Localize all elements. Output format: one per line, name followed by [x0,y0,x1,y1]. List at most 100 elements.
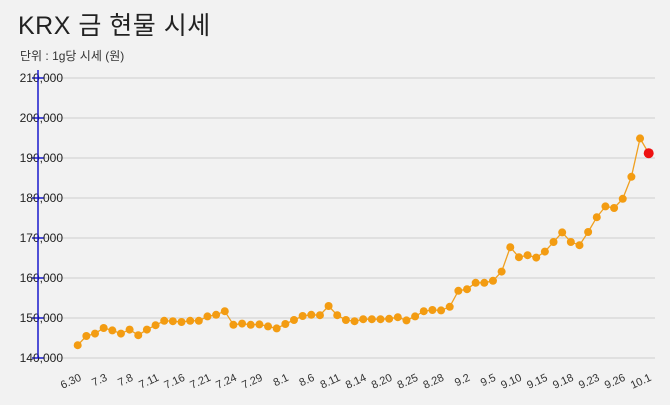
x-tick-label: 8.14 [344,372,368,392]
data-point [91,329,100,338]
data-point [177,318,186,326]
x-tick-label: 9.10 [499,372,523,392]
chart-title: KRX 금 현물 시세 [18,12,211,40]
data-point [281,320,290,328]
y-tick-label: 140,000 [20,351,64,365]
x-tick-label: 7.29 [240,372,264,392]
data-point [419,307,428,316]
data-point [220,307,229,316]
x-tick-label: 6.30 [59,372,83,392]
data-point [558,228,567,237]
chart-subtitle: 단위 : 1g당 시세 (원) [20,49,125,63]
data-point [532,253,541,262]
data-point [514,253,523,262]
y-tick-label: 170,000 [20,231,64,245]
data-point [229,320,238,329]
y-tick-label: 160,000 [20,271,64,285]
y-tick-label: 210,000 [20,71,64,85]
data-point [549,238,558,246]
x-tick-label: 7.21 [188,372,212,392]
data-point [411,312,420,321]
data-point [168,317,177,326]
y-tick-label: 190,000 [20,151,64,165]
data-point [454,286,463,295]
x-tick-label: 8.6 [298,372,317,389]
data-point [298,312,307,320]
data-point [82,332,91,340]
x-tick-label: 7.16 [162,372,186,392]
data-point [73,341,82,350]
data-point [636,134,645,143]
data-point [151,321,160,330]
x-tick-label: 9.23 [577,372,601,392]
x-tick-label: 7.24 [214,372,238,392]
data-point [255,320,264,329]
data-point [437,306,446,315]
data-point [186,316,195,325]
data-point [584,228,593,236]
data-point [367,315,376,324]
data-point [506,243,515,252]
data-point [540,247,549,256]
data-point [307,310,316,319]
data-point [108,326,117,335]
data-point [393,313,402,322]
data-point [618,194,627,203]
data-point [488,276,497,285]
data-point [480,278,489,287]
data-point [350,317,359,326]
data-point [99,324,108,332]
data-point [116,329,125,338]
x-tick-label: 8.25 [396,372,420,392]
data-point [627,172,636,181]
x-tick-label: 8.28 [422,372,446,392]
data-point [203,312,212,321]
data-point [341,316,350,324]
data-point [272,324,281,333]
data-point [125,325,134,334]
x-tick-label: 7.3 [90,372,109,389]
y-tick-label: 200,000 [20,111,64,125]
x-tick-label: 9.26 [603,372,627,392]
data-point [463,285,472,294]
data-point [402,316,411,325]
x-tick-label: 9.15 [525,372,549,392]
data-point [333,311,342,320]
latest-point [643,148,654,159]
data-point [471,278,480,287]
x-tick-label: 9.5 [479,372,498,389]
data-point [246,320,255,329]
x-tick-label: 7.11 [137,372,161,392]
data-point [610,204,619,212]
data-point [134,331,143,340]
data-point [212,310,221,319]
series-line [77,136,650,346]
x-tick-label: 8.20 [370,372,394,392]
y-tick-label: 180,000 [20,191,64,205]
data-point [445,302,454,311]
x-tick-label: 7.8 [116,372,135,389]
data-point [238,319,247,328]
data-point [601,202,610,211]
data-point [523,251,532,260]
y-tick-label: 150,000 [20,311,64,325]
data-point [385,314,394,323]
data-point [289,316,298,324]
data-point [315,311,324,320]
x-tick-label: 9.18 [551,372,575,392]
data-point [428,306,437,314]
data-point [194,316,203,325]
x-tick-label: 8.11 [319,372,343,392]
data-point [376,315,385,324]
data-point [497,267,506,276]
x-tick-label: 9.2 [453,372,472,389]
data-point [359,315,368,324]
x-tick-label: 8.1 [272,372,291,389]
data-point [160,316,169,325]
data-point [142,325,151,334]
data-point [566,238,575,246]
data-point [592,213,601,222]
x-tick-label: 10.1 [629,372,653,392]
data-point [264,322,273,331]
